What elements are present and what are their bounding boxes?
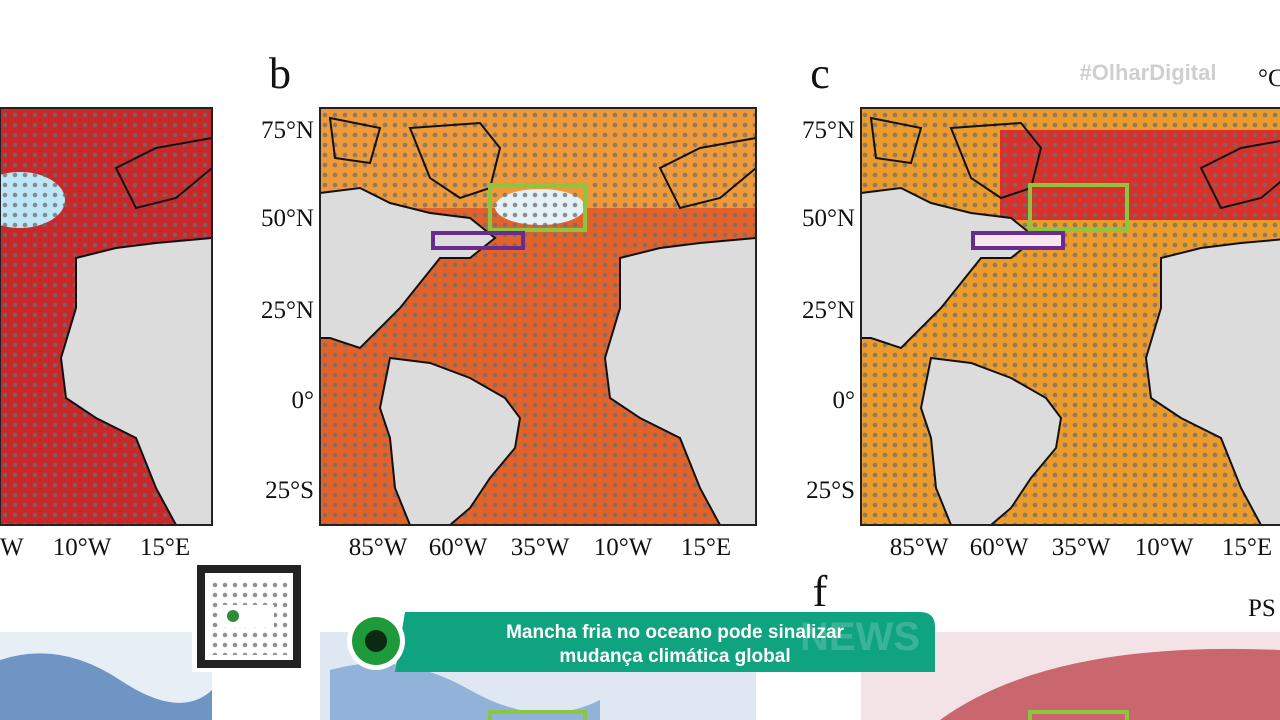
banner-background-word: NEWS — [800, 615, 920, 659]
lon-label: 85°W — [890, 534, 949, 561]
banner-line: Mancha fria no oceano pode sinalizar — [506, 622, 844, 643]
lon-label: 10°W — [53, 534, 112, 561]
lon-label: 85°W — [349, 534, 408, 561]
panel-c — [860, 107, 1280, 526]
lat-label: 50°N — [802, 205, 855, 232]
lat-label: 25°S — [806, 477, 855, 504]
lon-label: 15°E — [140, 534, 190, 561]
qr-code — [192, 560, 306, 672]
lon-label: 15°E — [1222, 534, 1272, 561]
lon-label: 15°E — [681, 534, 731, 561]
lon-label: 10°W — [594, 534, 653, 561]
lon-label: 60°W — [429, 534, 488, 561]
panel-label: c — [810, 49, 830, 98]
left-panel — [0, 107, 213, 526]
lat-label: 0° — [292, 387, 315, 414]
panel-label: f — [813, 567, 828, 616]
corner-label: PS — [1248, 595, 1276, 622]
lon-label: 35°W — [1052, 534, 1111, 561]
lat-label: 75°N — [802, 117, 855, 144]
lat-label: 75°N — [261, 117, 314, 144]
news-banner: NEWS Mancha fria no oceano pode sinaliza… — [347, 612, 935, 672]
unit-label: °C — [1258, 65, 1280, 92]
lat-label: 0° — [833, 387, 856, 414]
panel-b — [319, 107, 757, 526]
banner-line: mudança climática global — [559, 646, 790, 667]
watermark: #OlharDigital — [1080, 60, 1217, 85]
lat-label: 50°N — [261, 205, 314, 232]
lon-label: °W — [0, 534, 24, 561]
lon-label: 10°W — [1135, 534, 1194, 561]
lat-label: 25°S — [265, 477, 314, 504]
lon-label: 35°W — [511, 534, 570, 561]
lon-label: 60°W — [970, 534, 1029, 561]
panel-label: b — [269, 49, 291, 98]
lat-label: 25°N — [802, 297, 855, 324]
lat-label: 25°N — [261, 297, 314, 324]
